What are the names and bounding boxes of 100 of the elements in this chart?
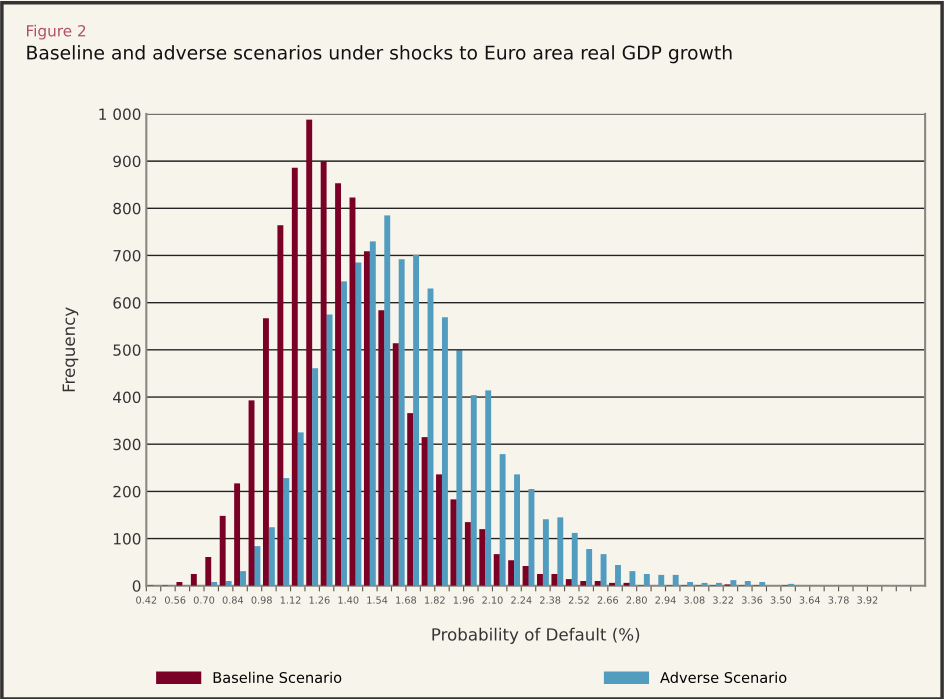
x-tick-label: 2.24 <box>511 596 532 604</box>
bar <box>312 368 318 586</box>
y-tick-label: 1 000 <box>99 108 140 120</box>
x-tick-label: 1.26 <box>310 596 330 604</box>
y-tick-label: 400 <box>113 391 140 404</box>
bar <box>234 483 240 586</box>
x-tick-label: 2.38 <box>540 596 560 604</box>
bar <box>644 574 650 586</box>
x-tick-label: 0.84 <box>222 596 244 604</box>
bar <box>298 432 304 586</box>
chart-title: Baseline and adverse scenarios under shocks to Euro area real GDP growth <box>27 45 732 64</box>
bar <box>326 314 333 586</box>
y-axis-title: Frequency <box>62 307 78 392</box>
bar <box>594 581 601 586</box>
x-tick-label: 3.92 <box>857 596 878 604</box>
y-tick-label: 300 <box>113 438 140 450</box>
bar <box>566 579 572 586</box>
bar <box>500 454 506 586</box>
bar <box>335 183 342 586</box>
bar <box>442 317 448 586</box>
bar <box>542 519 549 586</box>
bar <box>537 574 543 586</box>
bar <box>283 478 290 586</box>
x-tick-label: 0.56 <box>164 596 186 604</box>
bar <box>355 262 362 586</box>
bar <box>572 532 578 586</box>
bar <box>384 215 390 586</box>
bar <box>557 517 564 586</box>
x-tick-label: 2.10 <box>482 596 503 604</box>
bar <box>744 581 751 586</box>
bar <box>514 474 520 586</box>
bar <box>528 489 534 586</box>
bar <box>600 554 607 586</box>
bar <box>551 574 558 586</box>
bar <box>494 554 500 586</box>
y-tick-label: 600 <box>113 297 140 309</box>
x-tick-label: 2.94 <box>655 596 676 604</box>
bar <box>262 318 269 586</box>
bar <box>470 395 477 586</box>
bar <box>464 522 471 586</box>
y-tick-label: 0 <box>132 580 140 592</box>
y-tick-label: 900 <box>113 156 140 168</box>
x-tick-label: 1.68 <box>396 596 416 604</box>
y-tick-label: 700 <box>114 250 140 262</box>
bar <box>702 582 708 586</box>
x-tick-label: 0.98 <box>252 596 272 604</box>
x-tick-label: 1.54 <box>367 596 388 604</box>
x-tick-label: 0.70 <box>194 596 214 604</box>
x-tick-label: 1.40 <box>338 596 358 604</box>
bar <box>422 437 428 586</box>
x-tick-label: 3.50 <box>770 596 792 604</box>
bar <box>306 120 312 586</box>
bar <box>658 574 664 586</box>
bar <box>398 259 405 586</box>
bar <box>176 582 182 586</box>
x-tick-label: 2.80 <box>626 596 647 604</box>
bar <box>341 281 347 586</box>
x-tick-label: 3.22 <box>713 596 734 604</box>
x-axis-title: Probability of Default (%) <box>432 628 640 644</box>
caption: Figure 2 <box>26 24 86 40</box>
bar <box>508 560 514 586</box>
bar <box>522 566 529 586</box>
bar <box>350 197 356 586</box>
x-tick-label: 2.66 <box>598 596 618 604</box>
bar <box>428 288 434 586</box>
bar <box>378 310 384 586</box>
y-tick-label: 200 <box>113 486 140 498</box>
bar <box>220 516 226 586</box>
y-tick-label: 500 <box>113 344 140 356</box>
bar <box>370 241 376 586</box>
bar <box>485 390 492 586</box>
bar <box>190 574 197 586</box>
bar <box>211 582 218 586</box>
bar <box>436 474 442 586</box>
bar <box>730 580 736 586</box>
x-tick-label: 3.08 <box>684 596 705 604</box>
bar <box>226 581 232 586</box>
bar <box>450 499 456 586</box>
bar <box>672 574 679 586</box>
legend-label: Adverse Scenario <box>660 672 786 684</box>
y-tick-label: 800 <box>113 202 140 214</box>
y-tick-label: 100 <box>114 533 140 545</box>
bar <box>268 527 275 586</box>
bar <box>205 556 212 586</box>
bar <box>277 225 284 586</box>
bar <box>254 546 260 586</box>
bar <box>392 343 399 586</box>
bar <box>456 350 462 586</box>
x-tick-label: 1.12 <box>280 596 300 604</box>
bar <box>407 413 414 586</box>
bar <box>364 251 370 586</box>
bar <box>292 168 298 586</box>
x-tick-label: 1.96 <box>454 596 474 604</box>
x-tick-label: 2.52 <box>568 596 589 604</box>
x-tick-label: 3.64 <box>800 596 820 604</box>
bar <box>615 565 621 586</box>
bar <box>609 582 616 586</box>
bar <box>586 548 592 586</box>
bar <box>413 255 420 586</box>
bar <box>629 571 636 586</box>
